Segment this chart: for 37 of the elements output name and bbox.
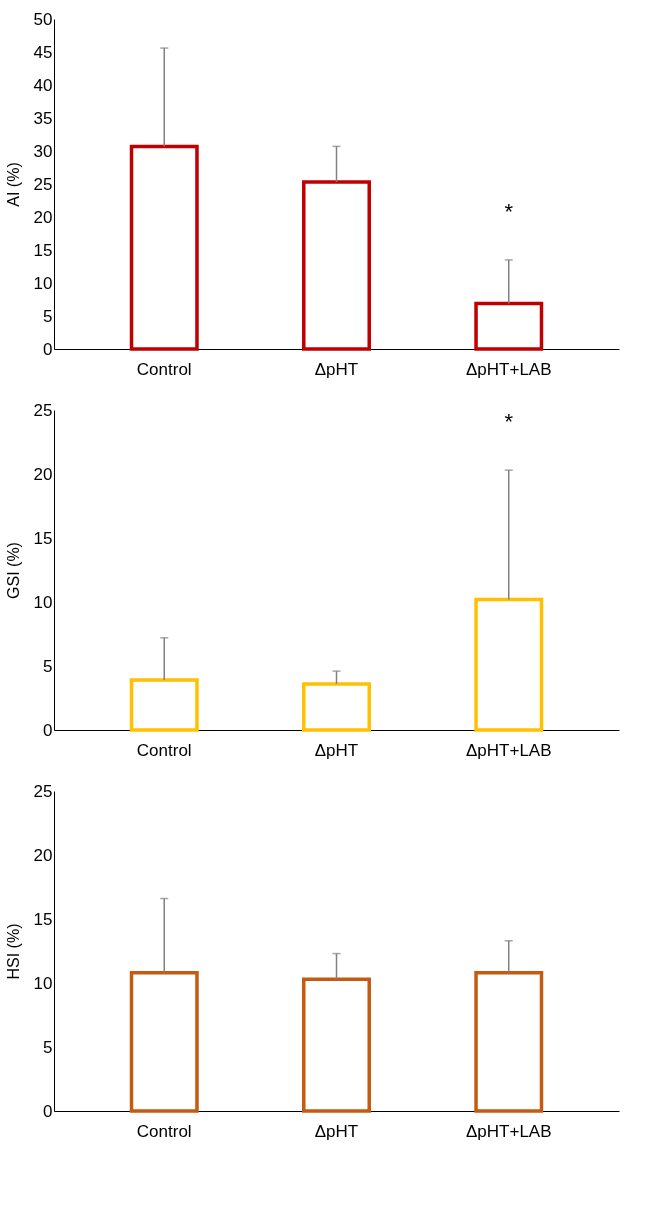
y-tick-label: 15 [33, 909, 53, 929]
y-tick-label: 35 [33, 108, 53, 128]
y-tick-label: 5 [43, 1037, 53, 1057]
y-tick-label: 30 [33, 141, 53, 161]
y-tick-label: 0 [43, 339, 53, 359]
x-tick-label: ΔpHT+LAB [465, 359, 552, 379]
y-tick-label: 15 [33, 240, 53, 260]
y-tick-label: 0 [43, 1101, 53, 1121]
y-tick-label: 5 [43, 306, 53, 326]
x-tick-label: Control [136, 740, 192, 760]
y-tick-label: 40 [33, 75, 53, 95]
x-tick-label: ΔpHT+LAB [465, 1121, 552, 1141]
y-tick-label: 15 [33, 528, 53, 548]
y-tick-label: 20 [33, 464, 53, 484]
y-tick-label: 25 [33, 400, 53, 420]
x-tick-label: ΔpHT [314, 740, 359, 760]
y-tick-label: 45 [33, 42, 53, 62]
y-axis-title: AI (%) [4, 162, 22, 207]
y-tick-label: 50 [33, 9, 53, 29]
y-tick-label: 10 [33, 973, 53, 993]
y-tick-label: 10 [33, 273, 53, 293]
annotation: * [504, 198, 514, 224]
y-tick-label: 25 [33, 174, 53, 194]
y-tick-label: 20 [33, 207, 53, 227]
y-tick-label: 25 [33, 781, 53, 801]
x-tick-label: ΔpHT [314, 1121, 359, 1141]
y-tick-label: 5 [43, 656, 53, 676]
y-axis-title: HSI (%) [4, 923, 22, 980]
x-tick-label: ΔpHT [314, 359, 359, 379]
y-axis-title: GSI (%) [4, 542, 22, 599]
x-tick-label: Control [136, 359, 192, 379]
annotation: * [504, 409, 514, 435]
y-tick-label: 20 [33, 845, 53, 865]
x-tick-label: ΔpHT+LAB [465, 740, 552, 760]
y-tick-label: 0 [43, 720, 53, 740]
y-tick-label: 10 [33, 592, 53, 612]
x-tick-label: Control [136, 1121, 192, 1141]
